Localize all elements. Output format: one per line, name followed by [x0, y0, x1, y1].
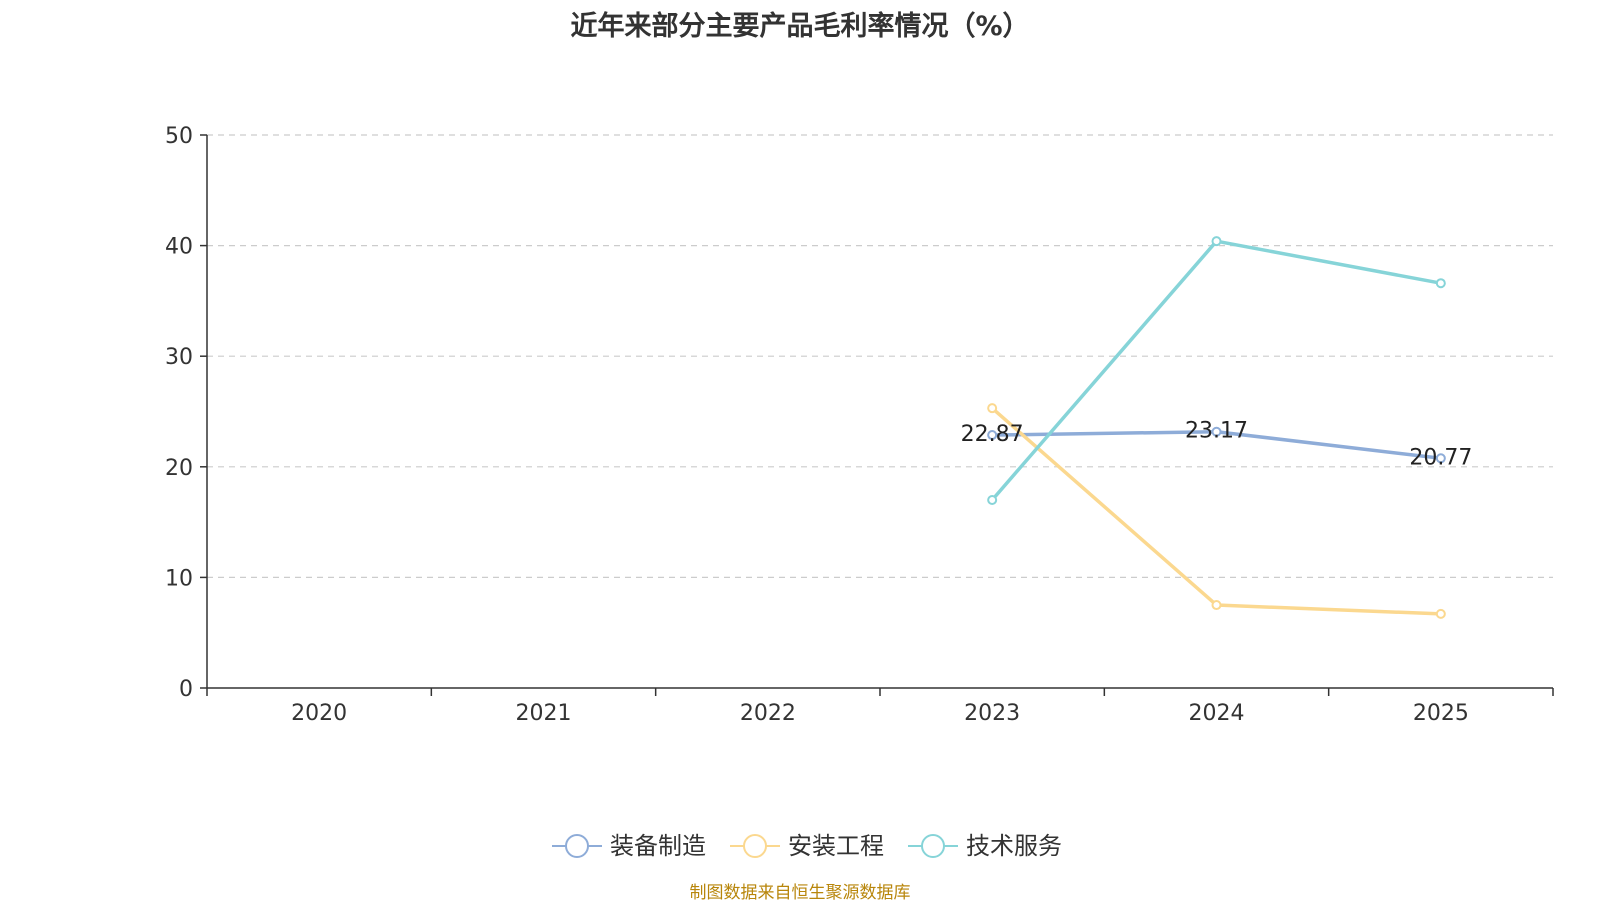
y-tick-label: 20 [165, 456, 193, 481]
y-tick-label: 0 [179, 677, 193, 702]
legend-marker [565, 834, 589, 858]
source-note: 制图数据来自恒生聚源数据库 [689, 883, 911, 903]
y-tick-label: 30 [165, 345, 193, 370]
data-point [1435, 453, 1446, 464]
data-point [987, 494, 998, 505]
x-tick-label: 2025 [1413, 701, 1469, 726]
legend-label: 安装工程 [788, 832, 884, 860]
data-label: 23.17 [1185, 419, 1248, 444]
legend-marker [743, 834, 767, 858]
series-layer [987, 236, 1446, 619]
x-tick-label: 2023 [964, 701, 1020, 726]
x-tick-label: 2024 [1189, 701, 1245, 726]
grid-layer [207, 134, 1553, 579]
data-label-layer: 22.87 23.17 20.77 [961, 419, 1473, 471]
x-tick-label: 2020 [291, 701, 347, 726]
y-tick-label: 50 [165, 124, 193, 149]
legend-label: 技术服务 [966, 832, 1062, 860]
data-point [987, 403, 998, 414]
x-tick-label: 2021 [516, 701, 572, 726]
y-tick-label: 10 [165, 566, 193, 591]
data-point [1211, 426, 1222, 437]
data-point [1435, 608, 1446, 619]
chart-title: 近年来部分主要产品毛利率情况（%） [570, 11, 1030, 42]
legend: 装备制造 安装工程 技术服务 [552, 832, 1062, 860]
series-line [990, 239, 1443, 502]
data-point [1211, 236, 1222, 247]
legend-label: 装备制造 [610, 832, 706, 860]
data-point [1435, 278, 1446, 289]
y-tick-label: 40 [165, 235, 193, 260]
data-point [1211, 600, 1222, 611]
x-tick-label: 2022 [740, 701, 796, 726]
data-label: 22.87 [961, 422, 1024, 447]
axis-layer: 0 10 20 30 40 50 2020 2021 2022 2023 2024 2025 [165, 124, 1554, 726]
legend-marker [921, 834, 945, 858]
data-label: 20.77 [1409, 445, 1472, 470]
data-point [987, 430, 998, 441]
